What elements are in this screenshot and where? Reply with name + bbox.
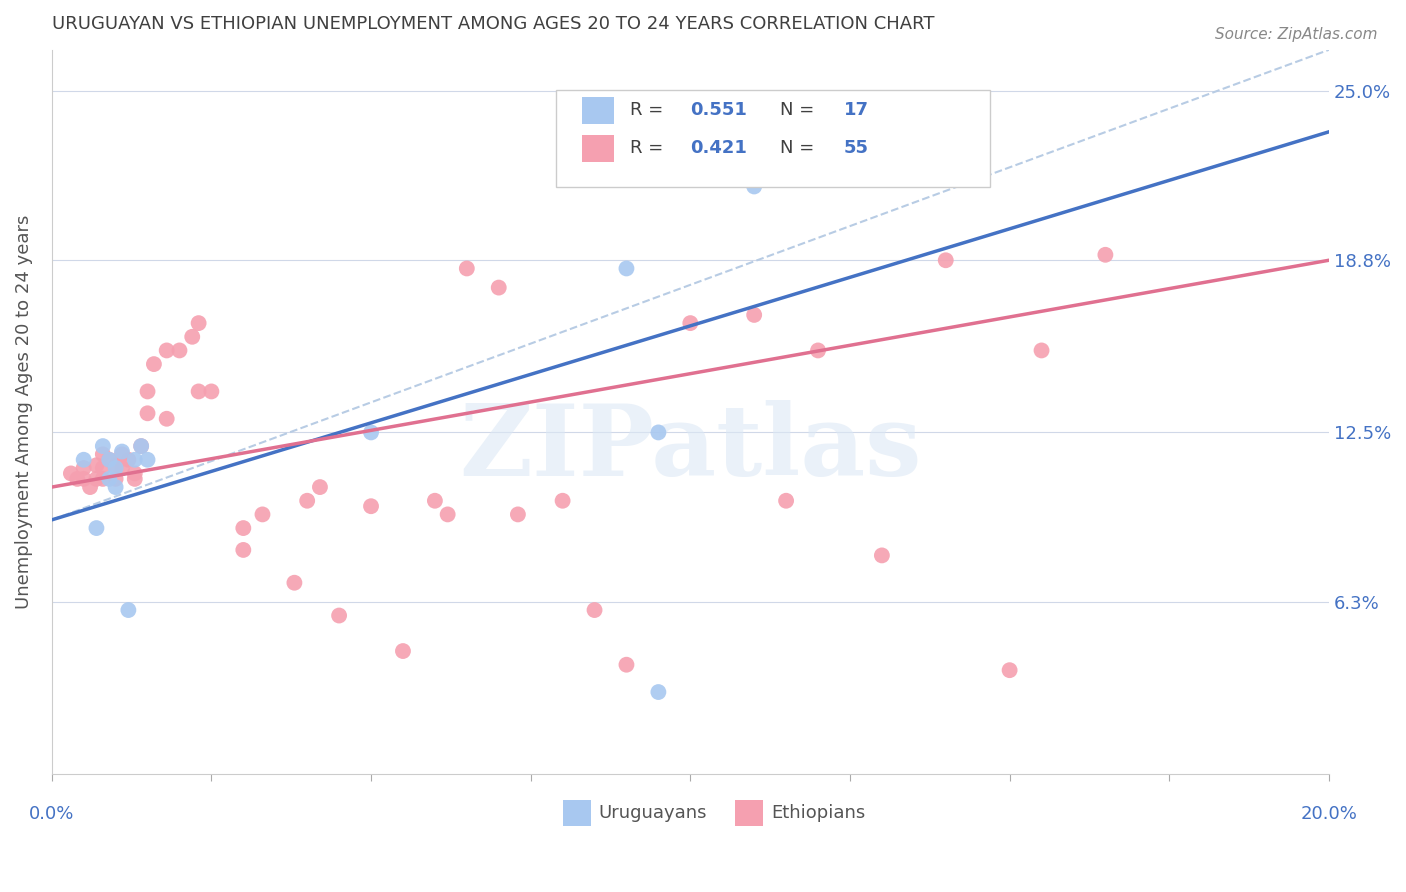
Point (136, 406, 159, 420)
Text: Source: ZipAtlas.com: Source: ZipAtlas.com (1215, 27, 1378, 42)
Text: 0.551: 0.551 (690, 101, 747, 119)
Point (870, 549, 893, 563)
Point (73, 461, 96, 475)
Text: R =: R = (630, 138, 669, 157)
Point (551, 493, 574, 508)
Point (583, 603, 606, 617)
Point (283, 575, 305, 590)
Point (91, 461, 114, 475)
Point (73, 452, 96, 467)
Text: 0.421: 0.421 (690, 138, 747, 157)
Point (456, 261, 478, 276)
Point (136, 384, 159, 399)
Text: R =: R = (630, 101, 669, 119)
Point (142, 357, 165, 371)
Point (124, 467, 146, 481)
FancyBboxPatch shape (562, 800, 591, 826)
Point (360, 500, 382, 514)
Point (1031, 343, 1053, 358)
Point (117, 452, 139, 467)
Point (111, 447, 134, 461)
FancyBboxPatch shape (735, 800, 763, 826)
Point (104, 461, 127, 475)
Point (104, 472, 127, 486)
Point (1094, 248, 1116, 262)
Point (86, 521, 108, 535)
Point (129, 439, 152, 453)
Text: ZIPatlas: ZIPatlas (460, 400, 921, 497)
Text: Uruguayans: Uruguayans (599, 804, 707, 822)
FancyBboxPatch shape (582, 97, 613, 124)
Point (506, 508, 529, 522)
Point (98, 452, 121, 467)
Point (73, 472, 96, 486)
Point (742, 179, 765, 194)
Point (187, 316, 209, 330)
Point (679, 316, 702, 330)
Point (117, 603, 139, 617)
Point (181, 330, 204, 344)
Point (59, 467, 82, 481)
Point (136, 452, 159, 467)
Point (86, 458, 108, 473)
Text: Ethiopians: Ethiopians (770, 804, 865, 822)
Point (104, 480, 127, 494)
Text: 17: 17 (844, 101, 869, 119)
Point (775, 493, 797, 508)
Text: N =: N = (780, 101, 820, 119)
Point (200, 384, 222, 399)
Point (252, 508, 274, 522)
Point (104, 458, 127, 473)
Point (328, 608, 350, 623)
Point (742, 308, 765, 322)
Point (66, 472, 89, 486)
Text: 20.0%: 20.0% (1301, 805, 1357, 822)
Point (169, 343, 191, 358)
Text: N =: N = (780, 138, 820, 157)
Point (129, 439, 152, 453)
Point (124, 472, 146, 486)
Point (232, 521, 254, 535)
Point (111, 444, 134, 458)
Point (98, 472, 121, 486)
Point (647, 685, 669, 699)
Point (616, 657, 638, 672)
Point (647, 425, 669, 440)
Point (86, 472, 108, 486)
FancyBboxPatch shape (582, 135, 613, 162)
FancyBboxPatch shape (557, 90, 990, 187)
Point (309, 480, 332, 494)
Text: 55: 55 (844, 138, 869, 157)
Point (807, 343, 830, 358)
Text: 0.0%: 0.0% (30, 805, 75, 822)
Point (998, 663, 1021, 677)
Point (392, 644, 415, 658)
Point (111, 461, 134, 475)
Point (423, 493, 446, 508)
Point (935, 253, 957, 268)
Text: URUGUAYAN VS ETHIOPIAN UNEMPLOYMENT AMONG AGES 20 TO 24 YEARS CORRELATION CHART: URUGUAYAN VS ETHIOPIAN UNEMPLOYMENT AMON… (52, 15, 934, 33)
Point (156, 411, 179, 425)
Point (616, 261, 638, 276)
Point (488, 280, 510, 294)
Point (79, 480, 101, 494)
Point (187, 384, 209, 399)
Point (360, 425, 382, 440)
Point (91, 447, 114, 461)
Point (98, 452, 121, 467)
Y-axis label: Unemployment Among Ages 20 to 24 years: Unemployment Among Ages 20 to 24 years (15, 215, 32, 609)
Point (295, 493, 318, 508)
Point (91, 439, 114, 453)
Point (124, 452, 146, 467)
Point (436, 508, 458, 522)
Point (156, 343, 179, 358)
Point (232, 543, 254, 558)
Point (91, 472, 114, 486)
